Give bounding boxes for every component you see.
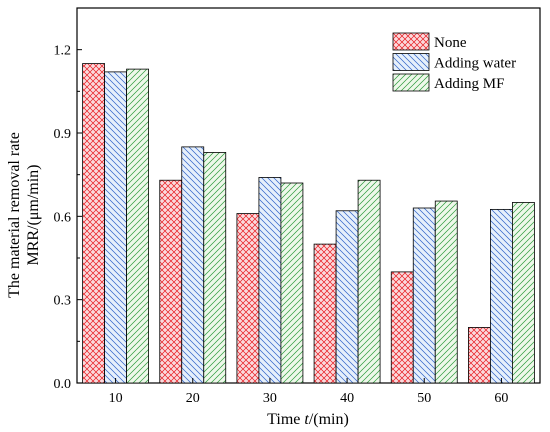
legend-label-adding-mf: Adding MF xyxy=(434,76,504,92)
x-tick-label: 10 xyxy=(109,391,123,406)
legend-swatch-none xyxy=(392,32,430,51)
x-tick-label: 30 xyxy=(263,391,277,406)
bar-adding-mf-20 xyxy=(203,152,227,384)
bar-none-10 xyxy=(82,63,105,384)
bar-adding-water-20 xyxy=(181,146,205,384)
bar-adding-mf-50 xyxy=(434,200,458,384)
legend-swatch-adding-mf xyxy=(392,73,430,92)
legend-label-none: None xyxy=(434,35,467,51)
bar-adding-water-40 xyxy=(335,210,359,384)
y-tick-label: 0.9 xyxy=(54,127,72,142)
legend: None Adding water Adding MF xyxy=(392,32,516,92)
bar-adding-water-50 xyxy=(412,207,436,384)
legend-label-adding-water: Adding water xyxy=(434,56,516,72)
bar-adding-water-60 xyxy=(490,208,513,384)
y-tick-label: 0.0 xyxy=(54,377,72,392)
bar-adding-mf-30 xyxy=(280,182,304,384)
y-tick-label: 0.3 xyxy=(54,294,72,309)
bar-none-60 xyxy=(468,327,491,384)
bar-adding-water-10 xyxy=(104,71,127,384)
bar-none-40 xyxy=(313,243,337,384)
bar-none-30 xyxy=(236,213,260,384)
bar-adding-water-30 xyxy=(258,177,282,384)
y-axis-title-line1: The material removal rate xyxy=(6,132,23,298)
x-axis-title: Time t/(min) xyxy=(267,411,349,428)
bar-adding-mf-10 xyxy=(126,68,149,384)
y-tick-label: 0.6 xyxy=(54,210,72,225)
y-tick-label: 1.2 xyxy=(54,44,72,59)
bars-layer xyxy=(82,63,535,384)
x-tick-label: 50 xyxy=(417,391,431,406)
ticks-layer: 10 20 30 40 50 60 0.0 0.3 0.6 0.9 1.2 xyxy=(54,44,509,406)
bar-adding-mf-40 xyxy=(357,179,381,384)
bar-adding-mf-60 xyxy=(512,202,535,384)
x-tick-label: 20 xyxy=(186,391,200,406)
legend-swatch-adding-water xyxy=(392,53,430,71)
bar-none-20 xyxy=(159,179,183,384)
bar-none-50 xyxy=(390,271,414,384)
plot-frame xyxy=(76,7,541,384)
y-axis-title-line2: MRR/(μm/min) xyxy=(25,164,42,265)
x-tick-label: 60 xyxy=(494,391,508,406)
x-tick-label: 40 xyxy=(340,391,354,406)
